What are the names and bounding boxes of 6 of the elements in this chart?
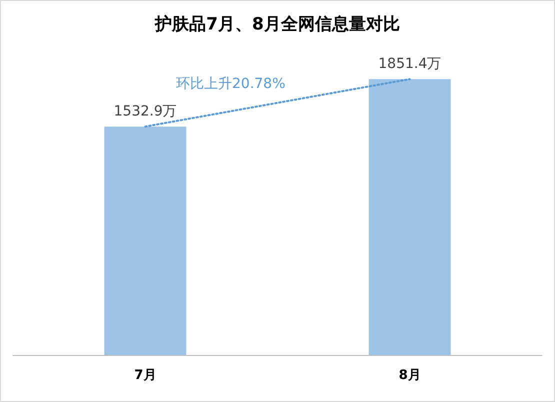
- chart-title: 护肤品7月、8月全网信息量对比: [154, 14, 400, 34]
- x-tick-label: 8月: [398, 368, 421, 383]
- data-label: 1851.4万: [378, 56, 442, 72]
- x-tick-label: 7月: [134, 368, 156, 383]
- data-label: 1532.9万: [114, 104, 177, 120]
- annotation: 环比上升20.78%: [176, 76, 286, 92]
